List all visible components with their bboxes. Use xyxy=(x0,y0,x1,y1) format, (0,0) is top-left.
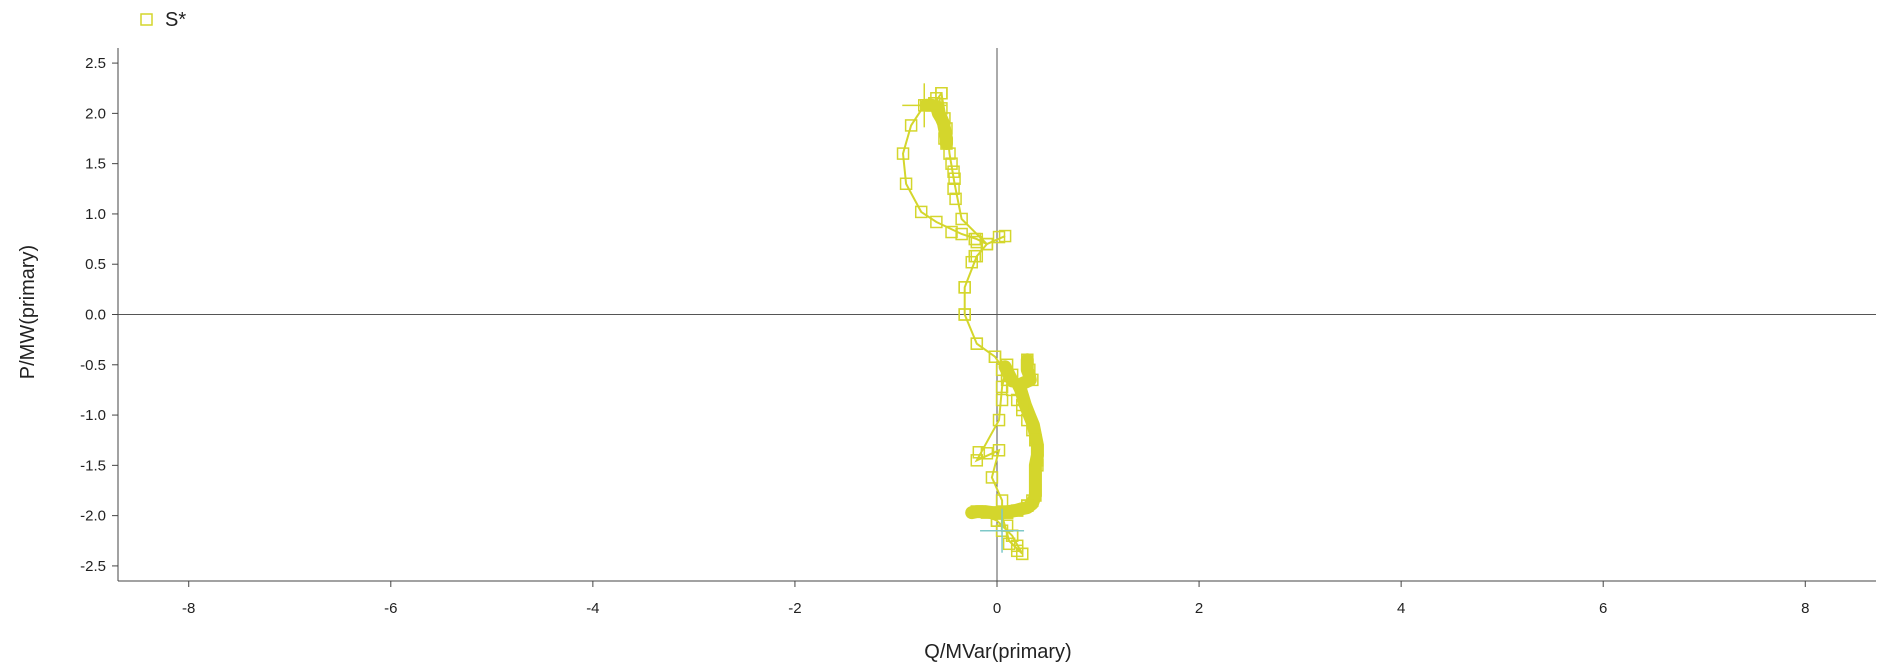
data-point xyxy=(958,308,971,321)
data-point xyxy=(1029,433,1042,447)
data-point xyxy=(899,177,913,191)
y-tick-label: 0.0 xyxy=(85,307,106,324)
legend-marker-s-star xyxy=(140,13,153,26)
data-point xyxy=(1023,363,1036,377)
data-point xyxy=(1029,489,1042,502)
y-tick-label: -0.5 xyxy=(80,357,106,374)
data-point xyxy=(949,192,962,206)
y-tick-label: 2.0 xyxy=(85,105,106,122)
data-point xyxy=(940,122,953,135)
data-point xyxy=(1000,368,1014,382)
data-point xyxy=(1026,423,1039,437)
data-point xyxy=(995,393,1009,407)
data-point xyxy=(935,87,948,100)
data-point xyxy=(980,447,994,460)
data-point xyxy=(955,212,968,226)
data-point xyxy=(947,182,960,196)
data-point xyxy=(1026,373,1039,387)
y-tick-label: -2.0 xyxy=(80,508,106,525)
axes: -8 -6 -4 -2 0 2 4 6 8 2.5 2.0 1.5 1.0 0.5 0.0 -0.5 -1.0 -… xyxy=(80,48,1876,617)
y-axis-title: P/MW(primary) xyxy=(17,245,39,379)
x-tick-label: 8 xyxy=(1801,600,1809,617)
x-tick-label: 4 xyxy=(1397,600,1405,617)
data-point xyxy=(970,505,984,518)
data-point xyxy=(1002,537,1016,551)
data-point xyxy=(943,147,956,160)
data-point xyxy=(958,281,971,294)
y-tick-label: -2.5 xyxy=(80,558,106,575)
data-point xyxy=(945,225,958,239)
series-line xyxy=(974,364,1024,555)
data-point xyxy=(980,237,994,251)
data-point xyxy=(988,350,1002,363)
data-point xyxy=(945,157,958,170)
x-tick-label: -2 xyxy=(788,600,801,617)
legend-label-s-star: S* xyxy=(165,9,186,31)
data-point xyxy=(940,137,953,150)
data-point xyxy=(970,454,984,467)
data-point xyxy=(995,380,1009,394)
x-tick-label: -6 xyxy=(384,600,397,617)
series-line xyxy=(901,92,1039,555)
x-tick-label: 6 xyxy=(1599,600,1607,617)
data-point xyxy=(992,444,1006,457)
data-point xyxy=(938,112,951,125)
y-tick-label: -1.5 xyxy=(80,457,106,474)
x-tick-label: 0 xyxy=(993,600,1001,617)
x-tick-label: 2 xyxy=(1195,600,1203,617)
data-point xyxy=(928,97,941,110)
data-point xyxy=(914,205,928,219)
chart-marks xyxy=(896,83,1044,561)
data-point xyxy=(985,471,999,484)
data-point xyxy=(980,506,994,519)
x-tick-label: -4 xyxy=(586,600,599,617)
data-point xyxy=(995,494,1009,507)
data-point xyxy=(955,227,968,241)
x-tick-label: -8 xyxy=(182,600,195,617)
data-point xyxy=(970,337,984,350)
data-point xyxy=(947,165,960,178)
data-point xyxy=(1031,459,1044,472)
data-point xyxy=(1016,547,1029,561)
legend: S* xyxy=(140,9,186,31)
data-point xyxy=(970,249,984,263)
y-tick-label: 1.0 xyxy=(85,206,106,223)
data-point xyxy=(930,215,943,229)
data-point xyxy=(972,446,986,459)
data-point xyxy=(1029,474,1042,487)
y-tick-label: 0.5 xyxy=(85,256,106,273)
data-point xyxy=(948,172,961,185)
data-point xyxy=(896,147,910,160)
data-point xyxy=(1021,353,1034,367)
data-point xyxy=(1016,398,1029,412)
y-tick-label: 2.5 xyxy=(85,55,106,72)
data-point xyxy=(904,119,918,132)
y-tick-label: 1.5 xyxy=(85,156,106,173)
x-axis-title: Q/MVar(primary) xyxy=(924,641,1071,663)
data-point xyxy=(992,413,1006,427)
y-tick-label: -1.0 xyxy=(80,407,106,424)
data-point xyxy=(998,229,1012,243)
data-point xyxy=(1021,499,1034,512)
data-point xyxy=(1031,444,1044,457)
